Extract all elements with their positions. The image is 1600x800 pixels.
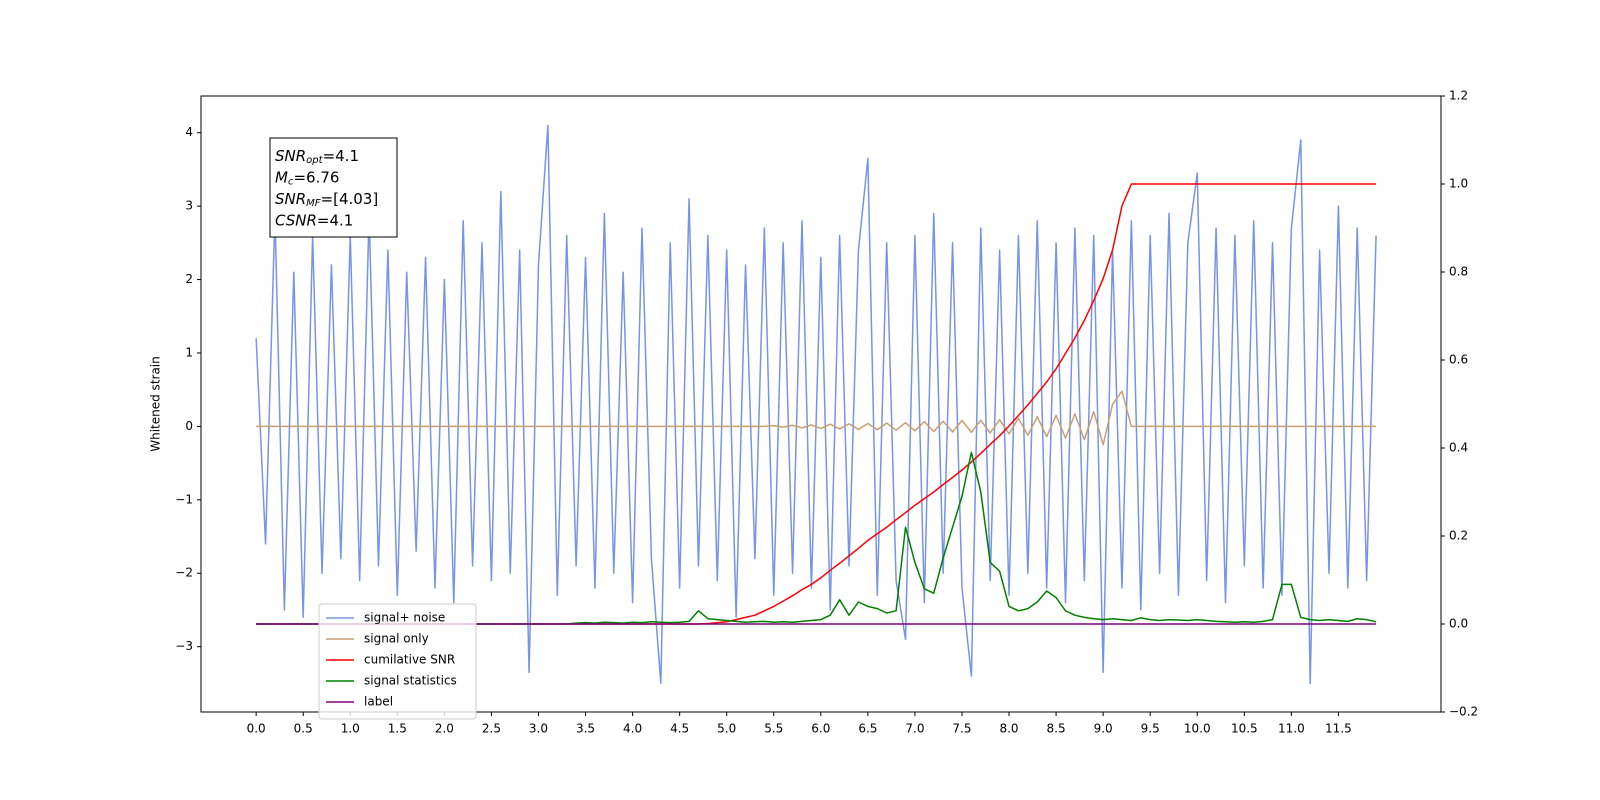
annotation-text: =4.1 — [323, 147, 359, 165]
y-tick-label: 4 — [185, 125, 193, 139]
x-tick-label: 5.0 — [717, 722, 736, 736]
y2-tick-label: 0.0 — [1449, 617, 1468, 631]
x-tick-label: 11.5 — [1325, 722, 1352, 736]
annotation: Mc=6.76 — [275, 168, 339, 188]
y2-tick-label: 0.8 — [1449, 265, 1468, 279]
annotation-subscript: MF — [306, 198, 321, 209]
legend-label: signal statistics — [364, 674, 457, 688]
x-tick-label: 8.0 — [999, 722, 1018, 736]
annotation: SNRopt=4.1 — [275, 147, 359, 167]
series-line — [256, 390, 1377, 446]
y-tick-label: 1 — [185, 345, 193, 359]
x-tick-label: 2.0 — [435, 722, 454, 736]
y-tick-label: 2 — [185, 272, 193, 286]
y-tick-label: 3 — [185, 199, 193, 213]
annotation-subscript: c — [288, 177, 294, 188]
x-tick-label: 2.5 — [482, 722, 501, 736]
annotation-symbol: CSNR — [275, 211, 317, 229]
legend: signal+ noise signal only cumilative SNR si… — [318, 603, 477, 720]
x-tick-label: 1.5 — [388, 722, 407, 736]
y2-tick-label: 0.4 — [1449, 441, 1468, 455]
y2-tick-label: −0.2 — [1449, 705, 1478, 719]
legend-label: cumilative SNR — [364, 653, 455, 667]
legend-label: signal+ noise — [364, 611, 445, 625]
y2-tick-label: 1.0 — [1449, 177, 1468, 191]
legend-frame — [318, 603, 477, 720]
x-tick-label: 8.5 — [1047, 722, 1066, 736]
x-tick-label: 6.5 — [858, 722, 877, 736]
x-tick-label: 10.5 — [1231, 722, 1258, 736]
x-tick-label: 5.5 — [764, 722, 783, 736]
legend-label: label — [364, 695, 393, 709]
x-tick-label: 10.0 — [1184, 722, 1211, 736]
x-tick-label: 4.5 — [670, 722, 689, 736]
annotation-frame — [269, 137, 398, 238]
annotation: SNRMF=[4.03] — [275, 190, 378, 210]
annotation-symbol: SNR — [275, 190, 306, 208]
annotation-text: =6.76 — [293, 168, 339, 186]
y-tick-label: −2 — [175, 566, 193, 580]
x-tick-label: 0.0 — [247, 722, 266, 736]
y2-tick-label: 1.2 — [1449, 89, 1468, 103]
annotation: CSNR=4.1 — [275, 211, 353, 229]
annotation-subscript: opt — [306, 155, 323, 166]
annotation-symbol: M — [275, 168, 288, 186]
x-tick-label: 7.0 — [905, 722, 924, 736]
x-tick-label: 9.0 — [1094, 722, 1113, 736]
y-tick-label: −3 — [175, 639, 193, 653]
series-line — [255, 124, 1377, 685]
annotation-text: =[4.03] — [321, 190, 379, 208]
x-tick-label: 4.0 — [623, 722, 642, 736]
x-tick-label: 0.5 — [294, 722, 313, 736]
x-tick-label: 11.0 — [1278, 722, 1305, 736]
x-tick-label: 6.0 — [811, 722, 830, 736]
y2-tick-label: 0.6 — [1449, 353, 1468, 367]
x-tick-label: 3.5 — [576, 722, 595, 736]
x-tick-label: 7.5 — [952, 722, 971, 736]
x-tick-label: 1.0 — [341, 722, 360, 736]
annotation-symbol: SNR — [275, 147, 306, 165]
y-tick-label: −1 — [175, 492, 193, 506]
y2-tick-label: 0.2 — [1449, 529, 1468, 543]
y-tick-label: 0 — [185, 419, 193, 433]
y-axis-label: Whitened strain — [149, 356, 163, 452]
x-tick-label: 9.5 — [1141, 722, 1160, 736]
annotation-text: =4.1 — [317, 211, 353, 229]
legend-label: signal only — [364, 632, 429, 646]
plot-area — [255, 124, 1377, 685]
x-tick-label: 3.0 — [529, 722, 548, 736]
